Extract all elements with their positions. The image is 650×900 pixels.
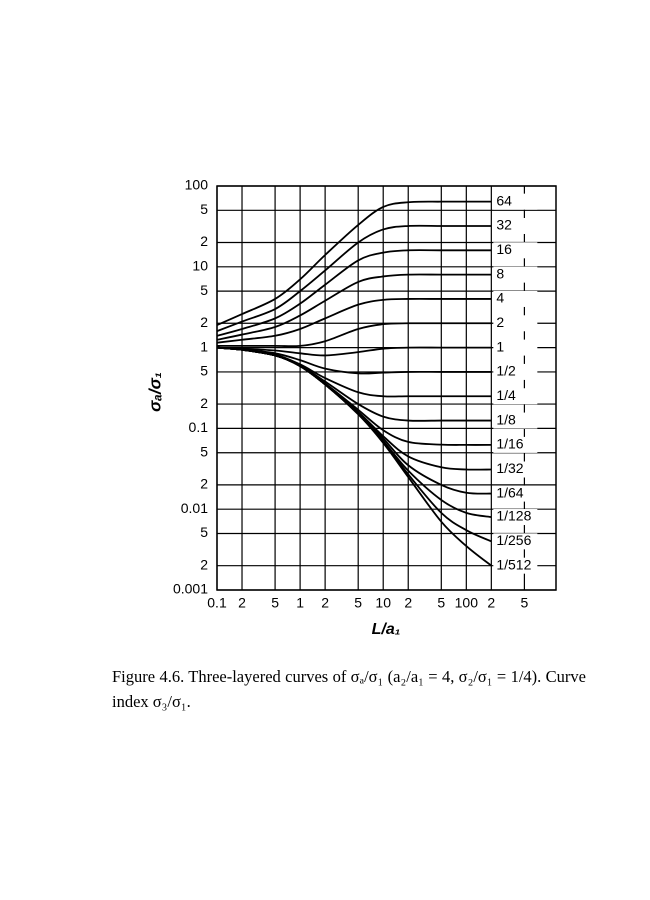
x-tick-label: 5	[271, 595, 279, 611]
label-backdrop	[493, 388, 538, 405]
curve-label: 4	[496, 290, 504, 306]
x-tick-label: 1	[296, 595, 304, 611]
curve-label: 1/512	[496, 556, 531, 572]
x-tick-label: 5	[354, 595, 362, 611]
curve-label: 1/8	[496, 411, 516, 427]
label-backdrop	[493, 339, 538, 356]
label-backdrop	[493, 217, 538, 234]
x-tick-label: 5	[437, 595, 445, 611]
y-tick-label: 0.1	[189, 419, 209, 435]
y-tick-label: 2	[200, 476, 208, 492]
y-tick-label: 5	[200, 282, 208, 298]
curve	[216, 273, 492, 341]
curve	[216, 224, 492, 332]
x-tick-label: 2	[321, 595, 329, 611]
y-tick-label: 2	[200, 556, 208, 572]
y-axis-label: σₐ/σ₁	[145, 372, 164, 412]
curve-label: 16	[496, 241, 512, 257]
label-backdrop	[493, 412, 538, 429]
curve-label: 1/16	[496, 436, 523, 452]
label-backdrop	[493, 193, 538, 210]
label-backdrop	[493, 509, 538, 526]
curve-label: 2	[496, 314, 504, 330]
y-tick-label: 10	[192, 258, 208, 274]
y-tick-label: 100	[185, 177, 209, 193]
label-backdrop	[493, 533, 538, 550]
y-tick-label: 5	[200, 443, 208, 459]
label-backdrop	[493, 557, 538, 574]
y-tick-label: 2	[200, 395, 208, 411]
label-backdrop	[493, 315, 538, 332]
curve-label: 1/4	[496, 387, 516, 403]
x-tick-label: 100	[455, 595, 479, 611]
label-backdrop	[493, 290, 538, 307]
curve	[217, 322, 492, 348]
curve-label: 1/32	[496, 460, 523, 476]
y-tick-label: 5	[200, 201, 208, 217]
curve-label: 1/256	[496, 532, 531, 548]
curve-label: 64	[496, 192, 512, 208]
curve-label: 1/64	[496, 484, 523, 500]
label-backdrop	[493, 266, 538, 283]
label-backdrop	[493, 242, 538, 259]
chart: L/a₁ σₐ/σ₁ 0.1 2 5 1 2 5 10 2 5 100 2 5 100 5 2 10 5 2 1 5 2…	[145, 177, 557, 638]
x-tick-label: 2	[404, 595, 412, 611]
x-tick-label: 0.1	[207, 595, 227, 611]
label-backdrop	[493, 461, 538, 478]
x-tick-label: 10	[375, 595, 391, 611]
curve-label: 1/2	[496, 363, 516, 379]
caption: Figure 4.6. Three-layered curves of σₐ/σ…	[112, 667, 586, 711]
curve-label: 1	[496, 338, 504, 354]
curve-label: 1/128	[496, 508, 531, 524]
x-tick-label: 2	[238, 595, 246, 611]
curve	[216, 346, 492, 567]
y-tick-label: 5	[200, 524, 208, 540]
plot-frame	[216, 185, 557, 591]
y-tick-label: 2	[200, 314, 208, 330]
y-tick-label: 1	[200, 338, 208, 354]
curve-label: 8	[496, 265, 504, 281]
y-tick-label: 2	[200, 233, 208, 249]
label-backdrop	[493, 363, 538, 380]
x-tick-label: 2	[487, 595, 495, 611]
y-tick-label: 0.01	[181, 500, 208, 516]
x-tick-label: 5	[521, 595, 529, 611]
curve	[216, 200, 492, 326]
y-tick-label: 0.001	[173, 581, 208, 597]
curve-label: 32	[496, 217, 512, 233]
curve	[216, 297, 492, 344]
x-axis-label: L/a₁	[372, 621, 401, 638]
curve	[216, 249, 492, 337]
y-tick-label: 5	[200, 363, 208, 379]
label-backdrop	[493, 436, 538, 453]
curve	[216, 346, 492, 357]
label-backdrop	[493, 485, 538, 502]
